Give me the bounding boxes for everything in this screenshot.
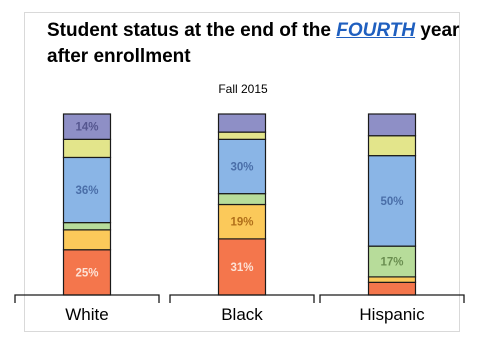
data-label-hispanic-3: 50% — [380, 196, 403, 208]
data-label-white-5: 14% — [75, 122, 98, 134]
bar-segment-hispanic-2 — [367, 245, 417, 278]
bar-segment-black-4 — [217, 131, 267, 140]
data-label-black-1: 19% — [230, 217, 253, 229]
category-label-white: White — [65, 305, 108, 324]
data-label-black-3: 30% — [230, 162, 253, 174]
bar-segment-hispanic-5 — [367, 113, 417, 137]
bar-segment-white-4 — [62, 138, 112, 159]
bar-segment-black-5 — [217, 113, 267, 133]
bar-segment-white-1 — [62, 229, 112, 251]
bar-segment-hispanic-1 — [367, 276, 417, 283]
title-highlight-link[interactable]: FOURTH — [336, 20, 416, 41]
data-label-white-0: 25% — [75, 267, 98, 279]
chart-subtitle: Fall 2015 — [218, 82, 268, 96]
axis-bracket-white — [14, 294, 160, 303]
title-text-after: year after enrollment — [47, 20, 460, 67]
data-label-hispanic-2: 17% — [380, 257, 403, 269]
bar-segment-white-2 — [62, 222, 112, 231]
axis-bracket-black — [169, 294, 315, 303]
bar-segment-black-0 — [217, 238, 267, 296]
bar-segment-hispanic-0 — [367, 281, 417, 296]
data-label-black-0: 31% — [230, 262, 253, 274]
bar-segment-white-3 — [62, 156, 112, 224]
category-label-hispanic: Hispanic — [359, 305, 425, 324]
data-label-white-3: 36% — [75, 185, 98, 197]
bar-segment-hispanic-4 — [367, 135, 417, 157]
title-text-before: Student status at the end of the — [47, 20, 337, 41]
bar-segment-black-1 — [217, 203, 267, 240]
chart-title: Student status at the end of the FOURTH … — [47, 18, 467, 70]
category-label-black: Black — [221, 305, 263, 324]
bar-segment-black-3 — [217, 138, 267, 195]
bar-segment-black-2 — [217, 193, 267, 206]
bar-segment-white-5 — [62, 113, 112, 140]
axis-bracket-hispanic — [319, 294, 465, 303]
